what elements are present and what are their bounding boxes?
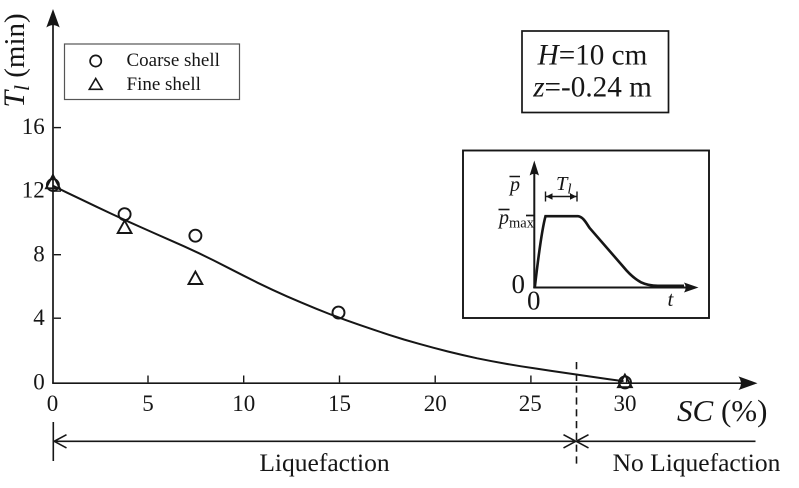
svg-text:20: 20 <box>424 391 447 416</box>
svg-text:12: 12 <box>22 178 45 203</box>
svg-text:5: 5 <box>142 391 154 416</box>
svg-text:Liquefaction: Liquefaction <box>259 448 390 477</box>
svg-text:0: 0 <box>33 369 45 394</box>
svg-text:16: 16 <box>22 114 45 139</box>
svg-text:0: 0 <box>512 269 526 299</box>
svg-text:30: 30 <box>614 391 637 416</box>
svg-text:No Liquefaction: No Liquefaction <box>613 448 781 477</box>
svg-text:0: 0 <box>527 286 541 316</box>
svg-text:0: 0 <box>47 391 59 416</box>
svg-text:4: 4 <box>33 305 45 330</box>
svg-text:H=10 cm: H=10 cm <box>537 40 648 72</box>
svg-text:25: 25 <box>519 391 542 416</box>
svg-text:z=-0.24 m: z=-0.24 m <box>532 71 652 103</box>
svg-text:Tl (min): Tl (min) <box>0 13 34 107</box>
svg-text:t: t <box>668 287 675 311</box>
svg-text:Coarse shell: Coarse shell <box>127 50 220 71</box>
svg-text:10: 10 <box>232 391 255 416</box>
svg-text:Fine shell: Fine shell <box>127 74 201 95</box>
svg-text:8: 8 <box>33 241 45 266</box>
svg-text:p: p <box>508 174 520 196</box>
svg-text:15: 15 <box>328 391 351 416</box>
svg-text:SC (%): SC (%) <box>677 393 767 428</box>
